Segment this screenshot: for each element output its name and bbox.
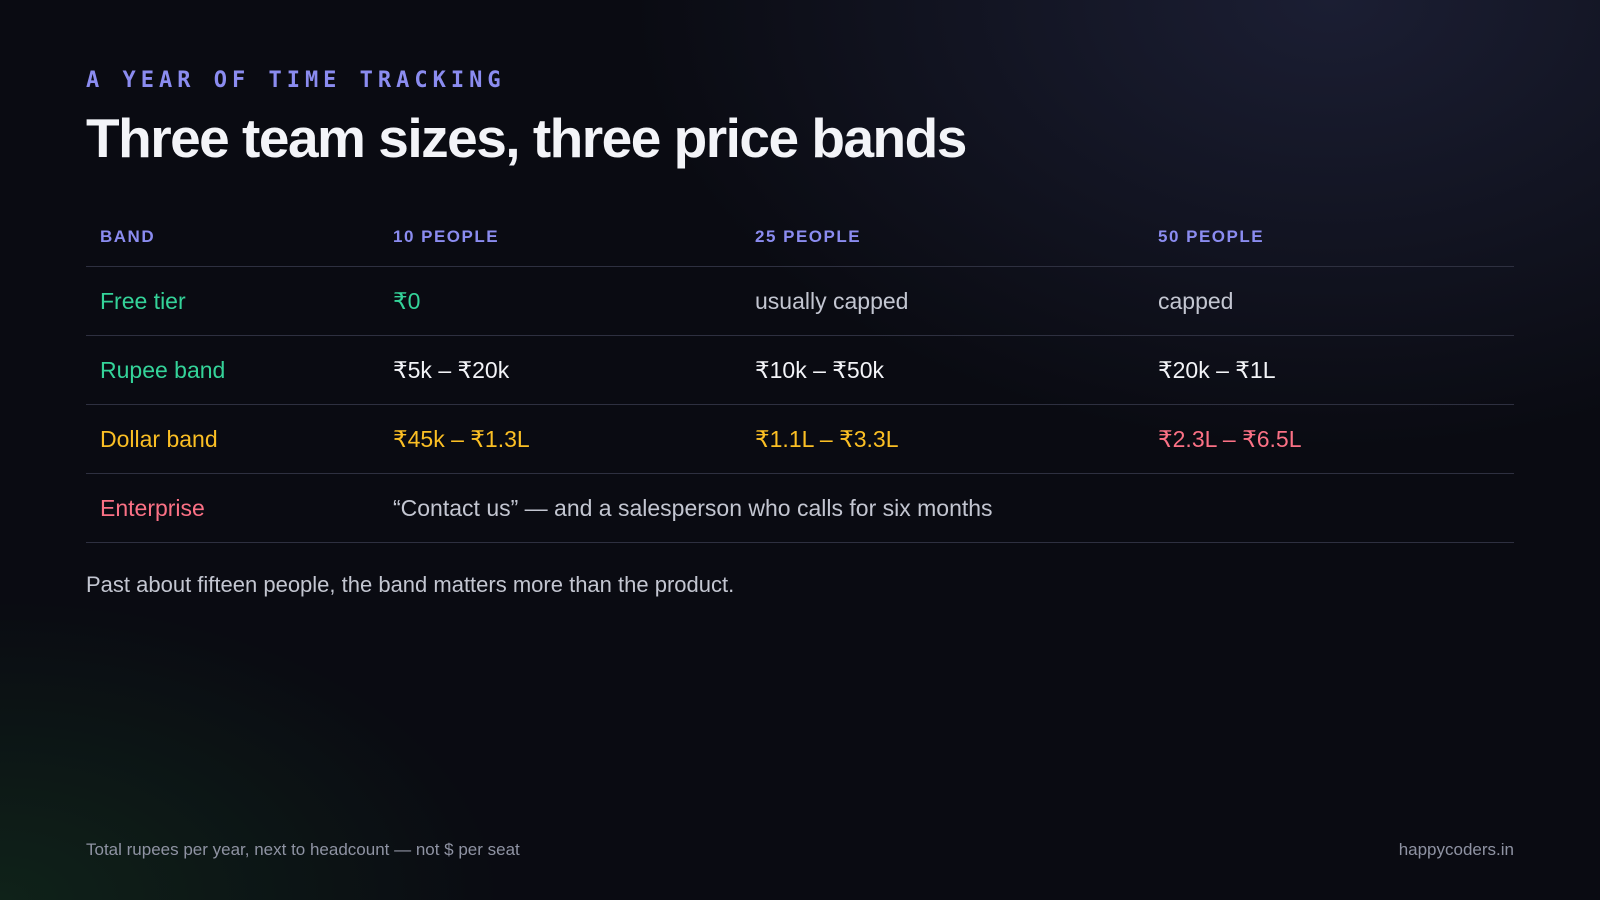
cell: ₹20k – ₹1L bbox=[1144, 335, 1514, 405]
note: Past about fifteen people, the band matt… bbox=[86, 572, 735, 597]
row: Enterprise “Contact us” — and a salesper… bbox=[86, 473, 1514, 543]
cell: “Contact us” — and a salesperson who cal… bbox=[379, 473, 1514, 543]
column-header: 25 PEOPLE bbox=[741, 208, 1144, 267]
cell: usually capped bbox=[741, 266, 1144, 336]
column-header: 50 PEOPLE bbox=[1144, 208, 1514, 267]
footer-right: happycoders.in bbox=[1398, 840, 1514, 859]
cell: ₹2.3L – ₹6.5L bbox=[1144, 404, 1514, 474]
cell: ₹0 bbox=[379, 266, 741, 336]
footer-left: Total rupees per year, next to headcount… bbox=[86, 840, 520, 859]
cell: Free tier bbox=[86, 266, 379, 336]
cell: ₹45k – ₹1.3L bbox=[379, 404, 741, 474]
header-row: BAND 10 PEOPLE 25 PEOPLE 50 PEOPLE bbox=[86, 208, 1514, 267]
row: Rupee band ₹5k – ₹20k ₹10k – ₹50k ₹20k –… bbox=[86, 335, 1514, 405]
cell: ₹1.1L – ₹3.3L bbox=[741, 404, 1144, 474]
cell: ₹5k – ₹20k bbox=[379, 335, 741, 405]
price-table: BAND 10 PEOPLE 25 PEOPLE 50 PEOPLE Free … bbox=[86, 208, 1514, 543]
row: Free tier ₹0 usually capped capped bbox=[86, 266, 1514, 336]
cell: ₹10k – ₹50k bbox=[741, 335, 1144, 405]
cell: Rupee band bbox=[86, 335, 379, 405]
cell: capped bbox=[1144, 266, 1514, 336]
row: Dollar band ₹45k – ₹1.3L ₹1.1L – ₹3.3L ₹… bbox=[86, 404, 1514, 474]
cell: Dollar band bbox=[86, 404, 379, 474]
column-header: BAND bbox=[86, 208, 379, 267]
eyebrow: A YEAR OF TIME TRACKING bbox=[86, 68, 506, 93]
column-header: 10 PEOPLE bbox=[379, 208, 741, 267]
title: Three team sizes, three price bands bbox=[86, 107, 967, 169]
cell: Enterprise bbox=[86, 473, 379, 543]
